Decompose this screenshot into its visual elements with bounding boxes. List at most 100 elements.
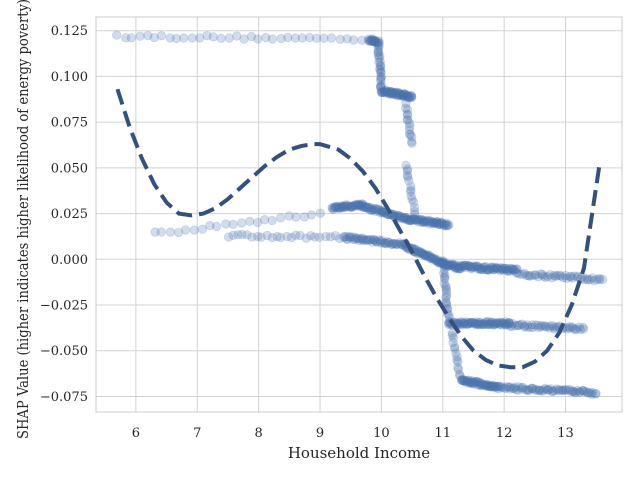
- data-point: [428, 218, 438, 228]
- data-point: [194, 33, 205, 43]
- data-point: [544, 323, 555, 333]
- data-point: [369, 36, 380, 46]
- data-point: [370, 36, 381, 47]
- x-tick-label: 11: [435, 426, 452, 441]
- data-point: [449, 261, 459, 272]
- data-point: [592, 274, 602, 285]
- x-tick-label: 10: [373, 426, 390, 441]
- data-point: [387, 239, 397, 250]
- data-point: [583, 275, 593, 285]
- data-point: [417, 215, 427, 225]
- data-point: [411, 215, 421, 225]
- data-point: [403, 172, 413, 182]
- data-point: [488, 320, 499, 330]
- data-point: [450, 260, 461, 270]
- data-point: [126, 33, 137, 43]
- data-point: [496, 383, 507, 393]
- data-point: [493, 381, 503, 392]
- data-point: [410, 215, 420, 225]
- data-point: [533, 320, 543, 331]
- data-point: [356, 200, 367, 210]
- data-point: [503, 265, 513, 275]
- data-point: [276, 33, 286, 44]
- data-point: [440, 260, 451, 270]
- data-point: [425, 254, 436, 264]
- data-point: [406, 137, 417, 147]
- y-tick-labels: −0.075 −0.050 −0.025 0.000 0.025 0.050 0.075 0.…: [40, 24, 88, 405]
- data-point: [314, 232, 325, 242]
- data-point: [474, 320, 484, 330]
- data-point: [471, 376, 482, 387]
- data-point: [135, 31, 145, 41]
- data-point: [578, 324, 589, 334]
- data-point: [491, 318, 501, 328]
- data-point: [513, 385, 523, 395]
- data-point: [338, 201, 348, 212]
- data-point: [481, 381, 491, 391]
- data-point: [393, 88, 403, 98]
- data-point: [400, 103, 411, 113]
- data-point: [510, 321, 521, 331]
- data-point: [449, 260, 459, 270]
- data-point: [432, 255, 443, 265]
- data-point: [531, 384, 541, 395]
- data-point: [247, 232, 257, 242]
- data-point: [363, 235, 373, 246]
- data-point: [493, 384, 503, 394]
- data-point: [376, 67, 386, 77]
- data-point: [404, 175, 414, 186]
- data-point: [383, 87, 394, 97]
- data-point: [389, 238, 399, 249]
- data-point: [444, 260, 455, 270]
- data-point: [496, 264, 507, 274]
- data-point: [120, 33, 131, 43]
- data-point: [440, 219, 450, 229]
- data-point: [538, 385, 549, 395]
- data-point: [339, 201, 349, 211]
- data-point: [392, 90, 403, 101]
- data-point: [378, 238, 389, 248]
- x-tick-label: 6: [132, 426, 140, 441]
- data-point: [242, 230, 252, 240]
- data-point: [328, 204, 339, 215]
- data-point: [490, 381, 500, 392]
- data-point: [456, 375, 467, 385]
- data-point: [346, 201, 357, 211]
- data-point: [583, 387, 594, 398]
- data-point: [402, 109, 413, 119]
- data-point: [341, 201, 351, 211]
- data-point: [566, 271, 576, 281]
- data-point: [441, 296, 451, 307]
- data-point: [410, 209, 420, 220]
- data-point: [466, 263, 477, 273]
- data-point: [412, 216, 422, 226]
- data-point: [461, 260, 471, 271]
- data-point: [394, 88, 404, 98]
- data-point: [403, 215, 413, 225]
- data-point: [568, 386, 578, 396]
- data-point: [483, 381, 493, 392]
- data-point: [348, 234, 359, 245]
- data-point: [404, 129, 415, 139]
- data-point: [356, 234, 366, 244]
- data-point: [523, 322, 533, 332]
- y-tick-label: 0.000: [51, 253, 88, 268]
- data-point: [569, 323, 579, 334]
- data-point: [299, 212, 310, 222]
- data-point: [347, 201, 357, 212]
- data-point: [437, 218, 448, 229]
- data-point: [375, 238, 386, 248]
- data-point: [523, 385, 533, 396]
- data-point: [489, 264, 499, 274]
- data-point: [325, 232, 336, 242]
- data-point: [438, 256, 448, 266]
- data-point: [414, 246, 425, 257]
- data-point: [463, 260, 474, 271]
- data-point: [404, 92, 414, 103]
- data-point: [457, 375, 467, 385]
- data-point: [560, 385, 570, 395]
- data-point: [537, 269, 548, 280]
- data-point: [535, 385, 545, 396]
- data-point: [380, 237, 390, 248]
